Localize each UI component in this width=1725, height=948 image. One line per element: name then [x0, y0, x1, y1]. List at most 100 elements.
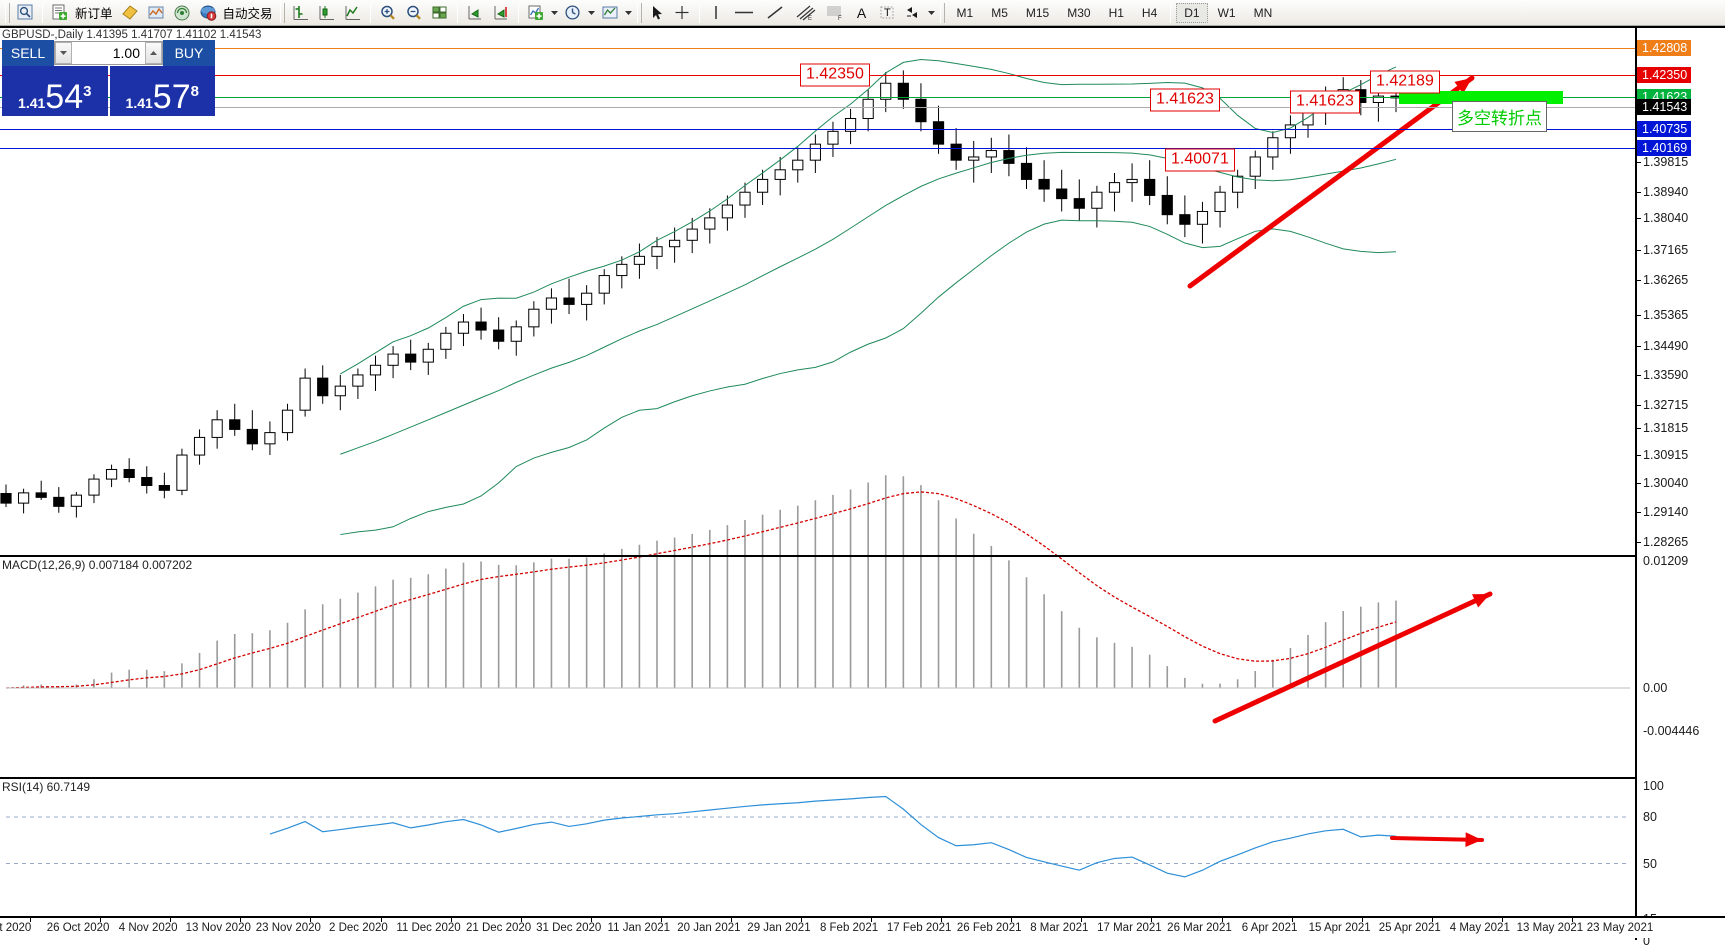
price-tag[interactable]: 1.42808	[1637, 40, 1692, 56]
templates-icon[interactable]	[598, 2, 622, 24]
toolbar-grip-4[interactable]	[939, 2, 945, 23]
crosshair-icon[interactable]	[670, 2, 694, 24]
buy-price-prefix: 1.41	[125, 95, 153, 111]
turning-point-note[interactable]: 多空转折点	[1452, 101, 1547, 132]
time-axis[interactable]: Oct 2020 26 Oct 2020 4 Nov 2020 13 Nov 2020…	[0, 916, 1725, 938]
candlestick-chart-icon[interactable]	[315, 2, 339, 24]
equidistant-channel-icon[interactable]: E	[791, 2, 819, 24]
price-tick	[1637, 483, 1641, 484]
chart-area[interactable]: 1.42350 1.41623 1.41623 1.42189 1.40071 多空转折…	[0, 26, 1725, 948]
timeframe-m1[interactable]: M1	[956, 5, 974, 20]
buy-price-quote[interactable]: 1.41 57 8	[109, 66, 215, 116]
volume-value[interactable]: 1.00	[112, 45, 140, 61]
sell-price-quote[interactable]: 1.41 54 3	[2, 66, 108, 116]
new-order-label[interactable]: 新订单	[75, 7, 113, 21]
time-axis-label: 26 Mar 2021	[1167, 922, 1232, 934]
hline-icon[interactable]	[729, 2, 759, 24]
new-order-icon[interactable]	[48, 2, 72, 24]
vline-icon[interactable]	[705, 2, 727, 24]
bar-chart-icon[interactable]	[289, 2, 313, 24]
sell-price-prefix: 1.41	[18, 95, 46, 111]
price-tick-label: 1.32715	[1643, 398, 1689, 412]
shift-end-icon[interactable]	[463, 2, 487, 24]
templates-dropdown-arrow[interactable]	[623, 2, 634, 24]
volume-increment-button[interactable]	[145, 42, 162, 64]
line-chart-icon[interactable]	[341, 2, 365, 24]
timeframe-d1[interactable]: D1	[1176, 2, 1208, 23]
autotrading-label[interactable]: 自动交易	[222, 7, 273, 21]
indicator-tick-label: 80	[1643, 810, 1657, 824]
price-tick	[1637, 250, 1641, 251]
timeframe-h1[interactable]: H1	[1108, 5, 1124, 20]
expert-advisor-icon[interactable]	[118, 2, 142, 24]
toolbar-grip[interactable]	[5, 2, 10, 23]
one-click-trading-panel[interactable]: SELL 1.00 BUY 1.41 54 3 1.41 57 8	[2, 40, 215, 116]
timeframe-h4[interactable]: H4	[1141, 5, 1158, 20]
price-tag[interactable]: 1.41543	[1637, 99, 1692, 115]
shapes-icon[interactable]	[901, 2, 925, 24]
price-tick-label: 1.36265	[1643, 273, 1689, 287]
time-axis-tick	[871, 918, 873, 922]
price-tick-label: 1.39815	[1643, 155, 1689, 169]
price-tag[interactable]: 1.40169	[1637, 140, 1692, 156]
timeframe-m15[interactable]: M15	[1025, 5, 1050, 20]
horizontal-line[interactable]	[0, 48, 1635, 49]
toolbar-grip-3[interactable]	[636, 2, 642, 23]
sell-button[interactable]: SELL	[2, 40, 54, 66]
chart-plot[interactable]	[0, 28, 1635, 940]
price-annotation-label[interactable]: 1.42350	[800, 63, 870, 87]
autotrading-icon[interactable]	[196, 2, 220, 24]
timeframe-m5[interactable]: M5	[991, 5, 1008, 20]
trendline-icon[interactable]	[761, 2, 789, 24]
text-label-icon[interactable]: T	[875, 2, 899, 24]
horizontal-line[interactable]	[0, 129, 1635, 130]
price-scale[interactable]: 1.39815 1.38940 1.38040 1.37165 1.36265 1.353…	[1635, 28, 1725, 948]
horizontal-line[interactable]	[0, 97, 1635, 98]
time-axis-label: 15 Apr 2021	[1308, 922, 1371, 934]
volume-decrement-button[interactable]	[55, 42, 72, 64]
rsi-caption: RSI(14) 60.7149	[2, 780, 91, 794]
periods-icon[interactable]	[561, 2, 585, 24]
periods-dropdown-arrow[interactable]	[586, 2, 597, 24]
price-tag[interactable]: 1.40735	[1637, 121, 1692, 137]
price-annotation-label[interactable]: 1.40071	[1165, 148, 1235, 172]
price-tick-label: 1.35365	[1643, 308, 1689, 322]
fibo-icon[interactable]: F	[821, 2, 849, 24]
horizontal-line[interactable]	[0, 148, 1635, 149]
price-annotation-label[interactable]: 1.41623	[1290, 90, 1360, 114]
time-axis-label: 8 Mar 2021	[1030, 922, 1089, 934]
time-axis-tick	[941, 918, 943, 922]
signals-icon[interactable]	[170, 2, 194, 24]
toolbar-grip-2[interactable]	[279, 2, 285, 23]
buy-button[interactable]: BUY	[163, 40, 215, 66]
time-axis-tick	[801, 918, 803, 922]
price-annotation-label[interactable]: 1.42189	[1370, 70, 1440, 94]
green-highlight-bar[interactable]	[1399, 91, 1563, 104]
price-tick-label: 1.34490	[1643, 339, 1689, 353]
horizontal-line[interactable]	[0, 107, 1635, 108]
autoscroll-icon[interactable]	[489, 2, 513, 24]
shapes-dropdown-arrow[interactable]	[926, 2, 937, 24]
time-axis-tick	[380, 918, 382, 922]
grid-icon[interactable]	[428, 2, 452, 24]
zoom-in-icon[interactable]	[376, 2, 400, 24]
indicator-tick-label: 50	[1643, 857, 1657, 871]
zoom-out-icon[interactable]	[402, 2, 426, 24]
zoom-search-icon[interactable]	[14, 2, 37, 24]
price-annotation-label[interactable]: 1.41623	[1150, 88, 1220, 112]
toolbar-separator	[42, 2, 43, 23]
data-window-icon[interactable]	[144, 2, 168, 24]
volume-stepper[interactable]: 1.00	[54, 41, 163, 65]
price-tick	[1637, 455, 1641, 456]
price-tick	[1637, 280, 1641, 281]
indicators-dropdown-arrow[interactable]	[549, 2, 560, 24]
indicators-icon[interactable]	[524, 2, 548, 24]
price-tag[interactable]: 1.42350	[1637, 67, 1692, 83]
cursor-icon[interactable]	[646, 2, 668, 24]
time-axis-tick	[310, 918, 312, 922]
drawing-objects[interactable]	[0, 28, 1635, 940]
timeframe-w1[interactable]: W1	[1217, 5, 1236, 20]
text-icon[interactable]: A	[856, 4, 867, 21]
timeframe-mn[interactable]: MN	[1253, 5, 1273, 20]
timeframe-m30[interactable]: M30	[1067, 5, 1091, 20]
